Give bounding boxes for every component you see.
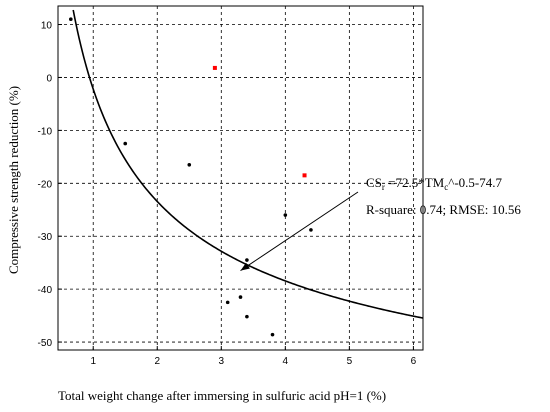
- annotation-arrowhead: [240, 262, 250, 271]
- data-point: [309, 228, 313, 232]
- data-point: [225, 300, 230, 305]
- data-point: [245, 258, 249, 262]
- x-tick-label: 2: [154, 356, 160, 367]
- fit-curve-group: [72, 9, 424, 319]
- x-tick-label: 4: [283, 356, 289, 367]
- x-axis-label: Total weight change after immersing in s…: [58, 388, 386, 403]
- grid: [58, 6, 423, 350]
- y-tick-label: 10: [41, 21, 53, 32]
- data-points: [69, 17, 313, 337]
- y-tick-label: -50: [38, 338, 53, 349]
- data-point: [245, 314, 249, 319]
- x-tick-label: 1: [90, 356, 96, 367]
- x-tick-label: 5: [347, 356, 353, 367]
- y-tick-label: -20: [38, 179, 53, 190]
- data-point: [238, 295, 243, 299]
- data-point: [187, 162, 192, 167]
- data-point: [270, 332, 275, 337]
- fit-equation: CSr =72.5*TMc^-0.5-74.7: [366, 175, 503, 192]
- y-axis-label: Compressive strength reduction (%): [6, 86, 21, 274]
- y-tick-label: -10: [38, 126, 53, 137]
- outlier-point: [212, 65, 217, 70]
- x-tick-label: 6: [411, 356, 417, 367]
- data-point: [123, 141, 128, 146]
- data-point: [283, 213, 288, 217]
- plot-frame: [57, 5, 424, 351]
- fit-curve: [72, 9, 424, 319]
- x-tick-label: 3: [219, 356, 225, 367]
- y-tick-label: 0: [46, 73, 52, 84]
- outlier-point: [302, 173, 307, 178]
- y-tick-label: -30: [38, 232, 53, 243]
- fit-statistics: R-square: 0.74; RMSE: 10.56: [366, 202, 521, 217]
- data-point: [69, 17, 73, 22]
- y-tick-label: -40: [38, 285, 53, 296]
- annotation-arrow: [240, 191, 359, 272]
- axis-ticks: 1 2 3 4 5 6 10 0 -10 -20 -30 -40 -50: [38, 21, 417, 367]
